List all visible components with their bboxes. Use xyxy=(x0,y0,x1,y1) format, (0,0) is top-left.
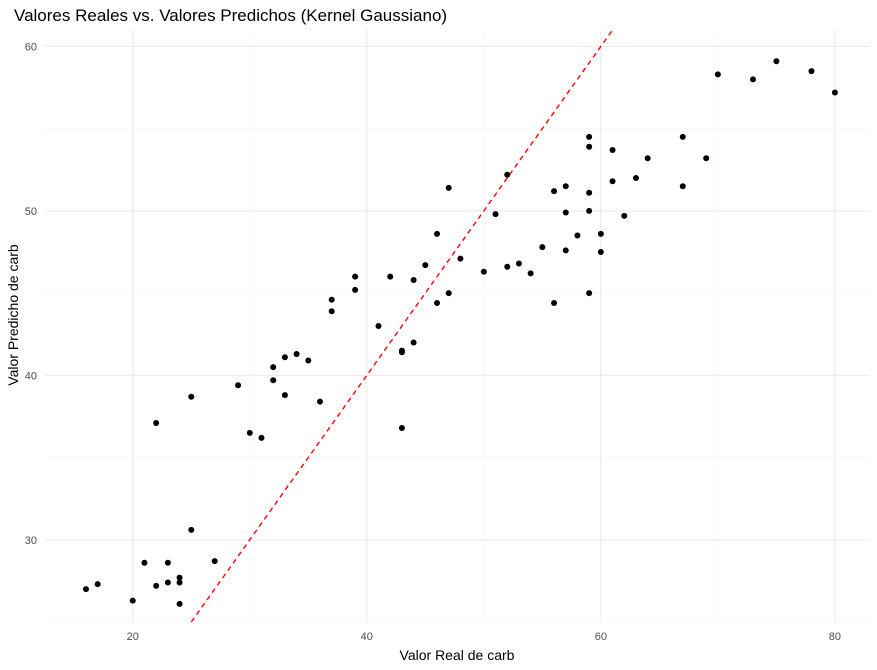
data-point xyxy=(317,398,323,405)
data-point xyxy=(176,579,183,586)
data-point xyxy=(562,183,569,190)
data-point xyxy=(609,178,616,185)
data-point xyxy=(515,260,522,267)
data-point xyxy=(808,68,815,75)
data-point xyxy=(749,76,756,83)
points-layer xyxy=(82,58,838,607)
data-point xyxy=(305,357,312,364)
data-point xyxy=(527,270,534,277)
data-point xyxy=(293,350,300,357)
data-point xyxy=(410,276,417,283)
y-axis-label: Valor Predicho de carb xyxy=(5,244,21,386)
x-tick-label: 20 xyxy=(127,631,139,643)
data-point xyxy=(586,143,593,150)
data-point xyxy=(586,133,593,140)
data-point xyxy=(141,559,148,566)
data-point xyxy=(82,586,89,593)
data-point xyxy=(328,296,335,303)
data-point xyxy=(176,574,183,581)
data-point xyxy=(679,183,686,190)
data-point xyxy=(562,209,569,216)
x-axis-label: Valor Real de carb xyxy=(400,647,515,663)
data-point xyxy=(773,58,780,65)
data-point xyxy=(94,581,101,588)
data-point xyxy=(281,354,288,361)
data-point xyxy=(492,211,499,218)
data-point xyxy=(281,392,288,399)
data-point xyxy=(434,230,441,237)
data-point xyxy=(235,382,242,389)
data-point xyxy=(597,230,604,237)
data-point xyxy=(270,364,277,371)
data-point xyxy=(445,290,452,297)
data-point xyxy=(586,207,593,214)
data-point xyxy=(398,349,405,356)
data-point xyxy=(270,377,277,384)
data-point xyxy=(352,286,359,293)
data-point xyxy=(597,249,604,255)
data-point xyxy=(480,268,487,275)
y-tick-label: 30 xyxy=(25,535,37,547)
data-point xyxy=(246,429,253,436)
data-point xyxy=(258,434,265,441)
data-point xyxy=(375,323,382,329)
reference-line-layer xyxy=(190,29,614,623)
chart-title: Valores Reales vs. Valores Predichos (Ke… xyxy=(14,6,447,25)
data-point xyxy=(586,290,593,297)
data-point xyxy=(457,255,464,262)
data-point xyxy=(129,597,136,604)
data-point xyxy=(188,526,195,533)
data-point xyxy=(352,273,359,280)
y-tick-label: 60 xyxy=(25,41,37,53)
data-point xyxy=(831,89,838,96)
data-point xyxy=(445,184,452,191)
data-point xyxy=(164,559,171,566)
data-point xyxy=(422,262,429,269)
data-point xyxy=(644,155,651,162)
data-point xyxy=(387,273,394,280)
data-point xyxy=(164,579,171,586)
data-point xyxy=(551,188,558,195)
data-point xyxy=(211,558,218,565)
data-point xyxy=(188,393,195,400)
x-tick-label: 40 xyxy=(361,631,373,643)
data-point xyxy=(621,212,628,219)
data-point xyxy=(562,247,569,254)
data-point xyxy=(153,420,160,427)
data-point xyxy=(632,175,639,181)
x-tick-label: 80 xyxy=(829,631,841,643)
x-tick-label: 60 xyxy=(595,631,607,643)
data-point xyxy=(504,263,511,270)
data-point xyxy=(410,339,417,346)
data-point xyxy=(714,71,721,78)
data-point xyxy=(609,147,616,154)
data-point xyxy=(398,424,405,431)
data-point xyxy=(679,133,686,140)
y-tick-label: 40 xyxy=(25,370,37,382)
y-tick-label: 50 xyxy=(25,206,37,218)
reference-line xyxy=(190,29,614,623)
grid-layer xyxy=(45,30,870,623)
tick-layer: 20 40 60 80 30 40 50 60 xyxy=(25,41,841,643)
data-point xyxy=(586,189,593,196)
data-point xyxy=(504,171,511,178)
data-point xyxy=(176,600,183,607)
data-point xyxy=(551,299,558,306)
data-point xyxy=(153,582,160,589)
data-point xyxy=(574,232,581,239)
data-point xyxy=(434,299,441,306)
data-point xyxy=(539,244,546,251)
data-point xyxy=(328,308,335,315)
data-point xyxy=(703,155,710,162)
